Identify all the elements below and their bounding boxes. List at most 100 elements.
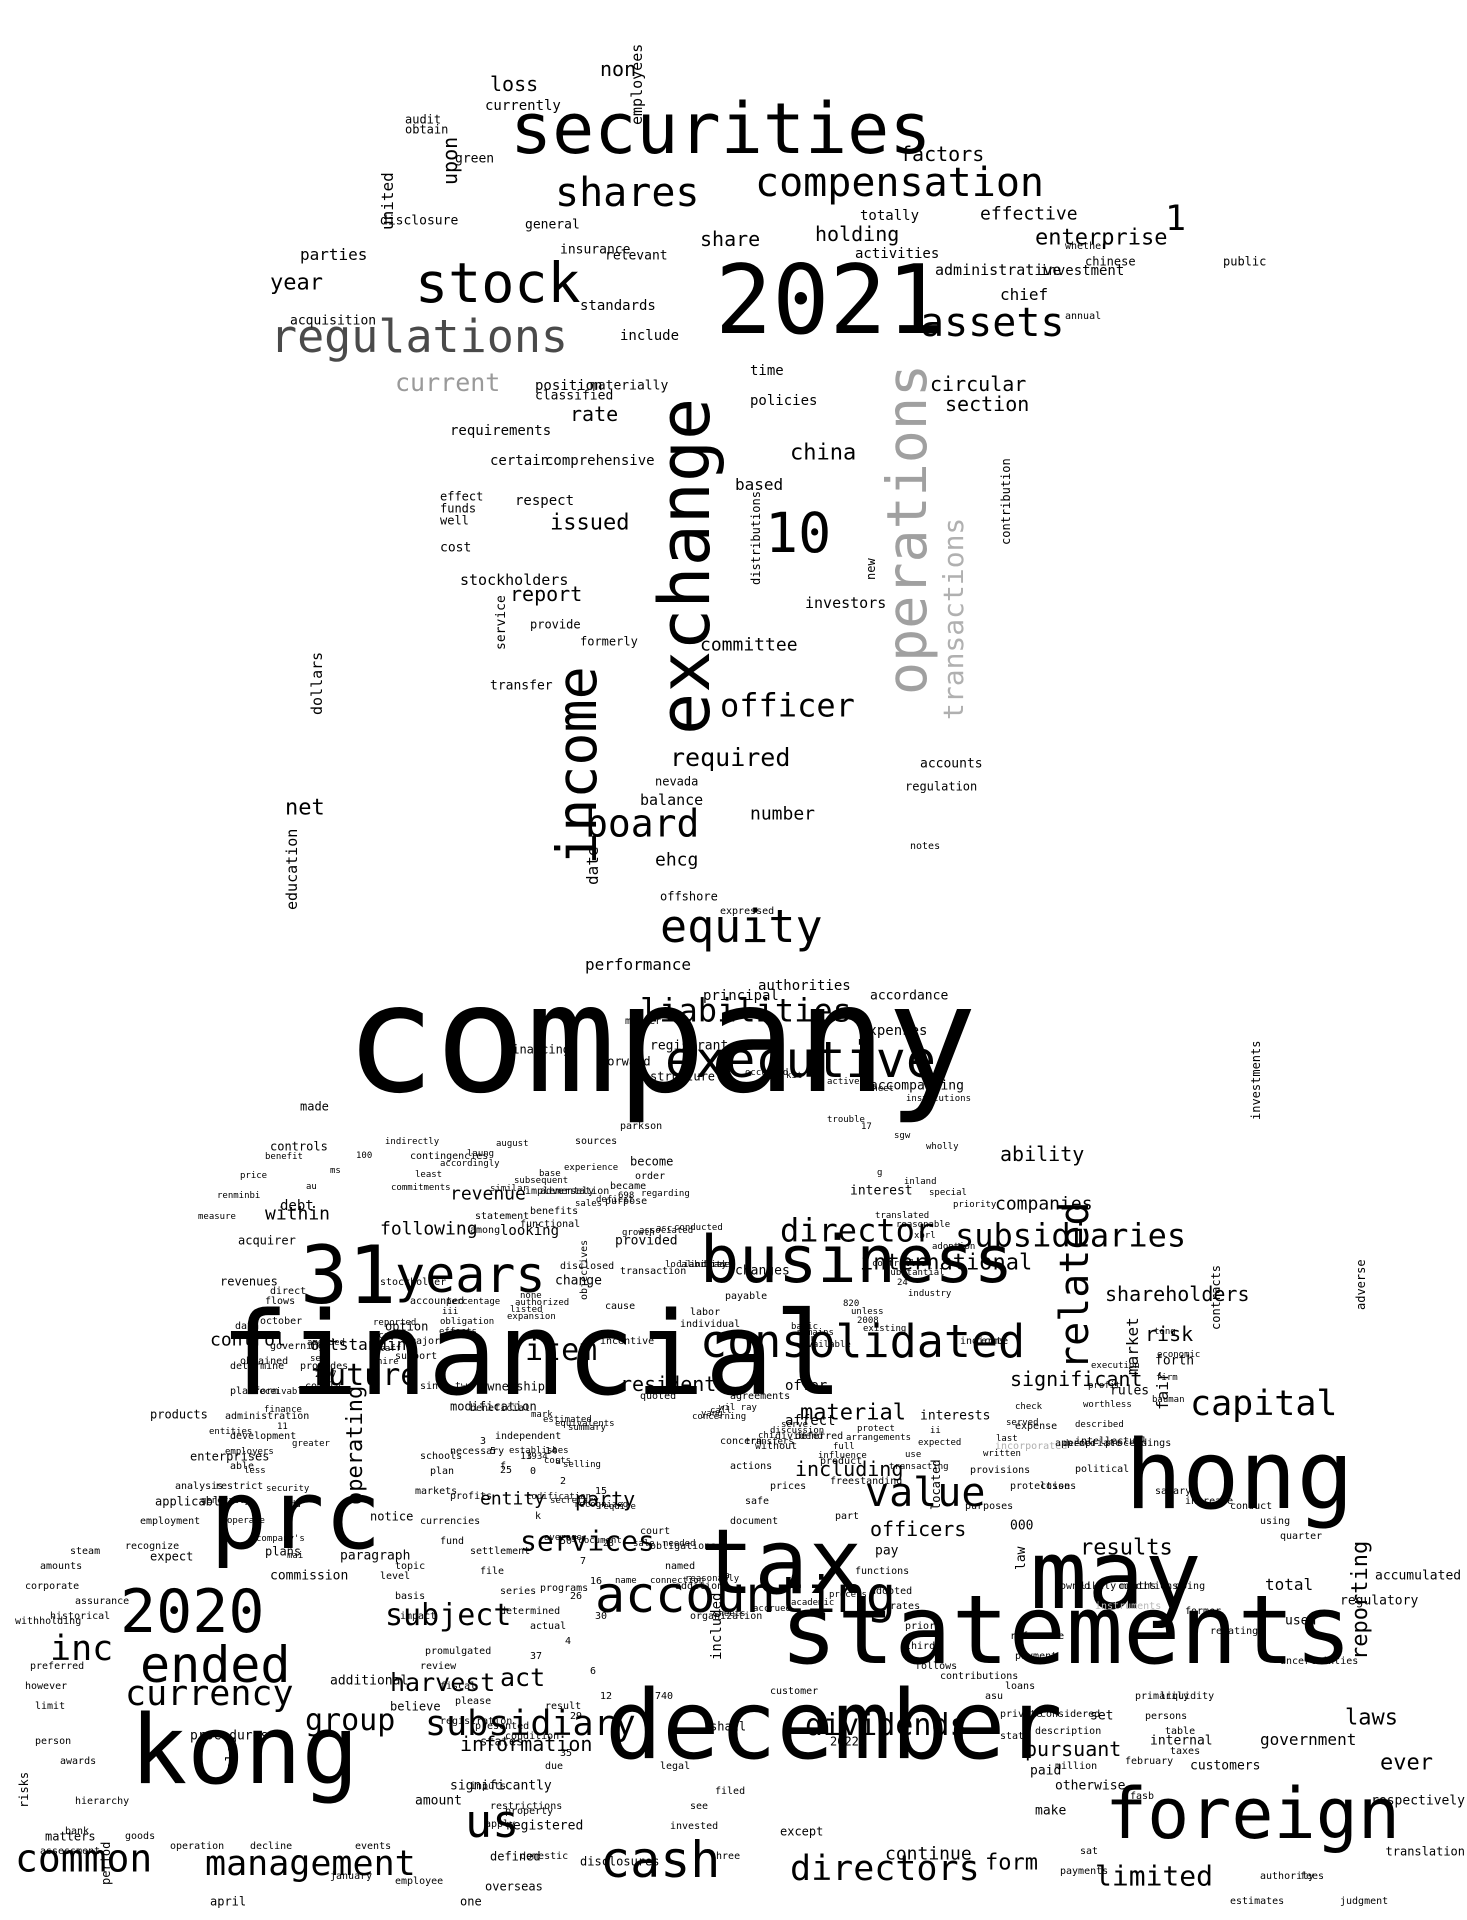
word-principal: principal <box>703 987 779 1004</box>
word-losses: losses <box>1040 1481 1077 1492</box>
word-part: part <box>835 1511 860 1522</box>
word-may: may <box>1030 1521 1202 1631</box>
word-k: k <box>535 1511 542 1522</box>
word-set: set <box>1090 1708 1114 1724</box>
word-concerning: concerning <box>692 1411 747 1422</box>
word-safe: safe <box>745 1496 770 1507</box>
word-two: two <box>455 1381 474 1392</box>
word-available: available <box>802 1339 851 1350</box>
word-pay: pay <box>875 1543 899 1559</box>
word-reference: reference <box>1010 1631 1065 1642</box>
word-settlement: settlement <box>470 1546 531 1557</box>
word-political: political <box>1075 1464 1130 1475</box>
word-inland: inland <box>904 1176 937 1187</box>
word-option: option <box>385 1319 429 1334</box>
word-000: 000 <box>1010 1518 1034 1534</box>
word-affect: affect <box>785 1412 836 1429</box>
word-dd: dd <box>290 1499 301 1510</box>
word-trade: trade <box>703 1259 731 1270</box>
word-comply: comply <box>305 1381 342 1392</box>
word-named: named <box>665 1561 696 1572</box>
word-balance: balance <box>640 791 704 809</box>
word-controlled: controlled <box>872 1258 927 1269</box>
word-disclosed: disclosed <box>560 1261 615 1272</box>
word-major: major <box>410 1336 441 1347</box>
word-cost: cost <box>440 540 472 556</box>
word-development: development <box>230 1431 297 1442</box>
word-net: net <box>285 795 325 821</box>
word-director: director <box>780 1211 935 1250</box>
word-business: business <box>700 1223 1014 1298</box>
word-individual: individual <box>680 1319 741 1330</box>
word-administration: administration <box>225 1411 310 1422</box>
word-5: 5 <box>490 1446 497 1457</box>
word-uncertainties: uncertainties <box>1280 1656 1359 1667</box>
word-selling: selling <box>563 1459 601 1470</box>
word-companies: companies <box>995 1193 1093 1215</box>
word-7: 7 <box>580 1556 587 1567</box>
word-governing: governing <box>270 1341 325 1352</box>
word-fund: fund <box>440 1536 465 1547</box>
word-going: going <box>1175 1581 1206 1592</box>
word-likely: likely <box>1080 1581 1117 1592</box>
word-recognized: recognized <box>574 1499 629 1510</box>
word-non: non <box>600 57 637 81</box>
word-authority: authority <box>1260 1871 1315 1882</box>
word-transfer: transfer <box>490 678 553 694</box>
word-ended: ended <box>140 1636 291 1694</box>
word-agreements: agreements <box>730 1391 791 1402</box>
word-board: board <box>585 801 700 846</box>
word-events: events <box>355 1841 392 1852</box>
word-worthless: worthless <box>1083 1399 1132 1410</box>
word-operation: operation <box>170 1841 225 1852</box>
word-executive: executive <box>665 1031 936 1089</box>
word-liquidity: liquidity <box>1160 1691 1215 1702</box>
word-experience: experience <box>564 1162 619 1173</box>
word-functional: functional <box>520 1219 581 1230</box>
word-revenue: revenue <box>450 1183 526 1205</box>
word-parties: parties <box>300 245 368 265</box>
word-schools: schools <box>420 1451 463 1462</box>
word-pcaob: pcaob <box>373 1330 401 1341</box>
word-result: result <box>545 1701 582 1712</box>
word-total: total <box>1265 1575 1314 1595</box>
word-investors: investors <box>805 594 887 612</box>
word-table: table <box>1165 1726 1196 1737</box>
word-functions: functions <box>855 1566 910 1577</box>
word-3: 3 <box>480 1436 487 1447</box>
word-2020: 2020 <box>120 1577 265 1647</box>
word-au: au <box>306 1181 317 1192</box>
word-respect: respect <box>515 492 575 509</box>
word-quoted: quoted <box>640 1391 677 1402</box>
word-28: 28 <box>603 1538 614 1549</box>
word-government: government <box>1260 1730 1357 1750</box>
word-changes: changes <box>735 1263 790 1279</box>
word-indirectly: indirectly <box>385 1136 440 1147</box>
word-ownership: ownership <box>480 1379 546 1394</box>
word-xbrl: xbrl <box>914 1230 936 1241</box>
word-corporate: corporate <box>25 1581 80 1592</box>
word-fiscal: fiscal <box>440 1681 477 1692</box>
word-chief: chief <box>1000 285 1049 305</box>
word-securities: securities <box>510 88 932 170</box>
word-protect: protect <box>857 1423 895 1434</box>
word-last: last <box>996 1433 1018 1444</box>
word-13: 13 <box>520 1451 533 1462</box>
word-effect: effect <box>440 489 484 504</box>
word-limited: limited <box>1095 1859 1214 1893</box>
word-recognize: recognize <box>125 1541 180 1552</box>
word-deficit: deficit <box>596 1194 634 1205</box>
word-april: april <box>210 1894 247 1909</box>
word-issued: issued <box>550 510 630 536</box>
word-registrant: registrant <box>650 1038 729 1054</box>
word-condition: condition <box>505 1731 560 1742</box>
word-become: become <box>630 1154 674 1169</box>
word-million: million <box>1055 1761 1098 1772</box>
word-hire: hire <box>377 1356 399 1367</box>
word-form: form <box>985 1850 1038 1876</box>
word-nevada: nevada <box>655 774 699 789</box>
word-level: level <box>380 1571 411 1582</box>
word-plan: plan <box>430 1466 455 1477</box>
word-special: special <box>929 1187 967 1198</box>
word-forward: forward <box>600 1054 651 1069</box>
